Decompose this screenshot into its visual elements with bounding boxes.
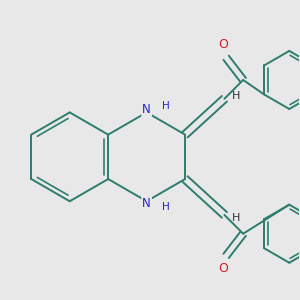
Text: H: H: [232, 213, 241, 223]
Text: H: H: [162, 202, 169, 212]
Text: O: O: [218, 262, 228, 275]
Text: H: H: [162, 101, 169, 111]
Text: O: O: [218, 38, 228, 51]
Text: N: N: [142, 197, 151, 211]
Text: H: H: [232, 91, 241, 101]
Text: N: N: [142, 103, 151, 116]
